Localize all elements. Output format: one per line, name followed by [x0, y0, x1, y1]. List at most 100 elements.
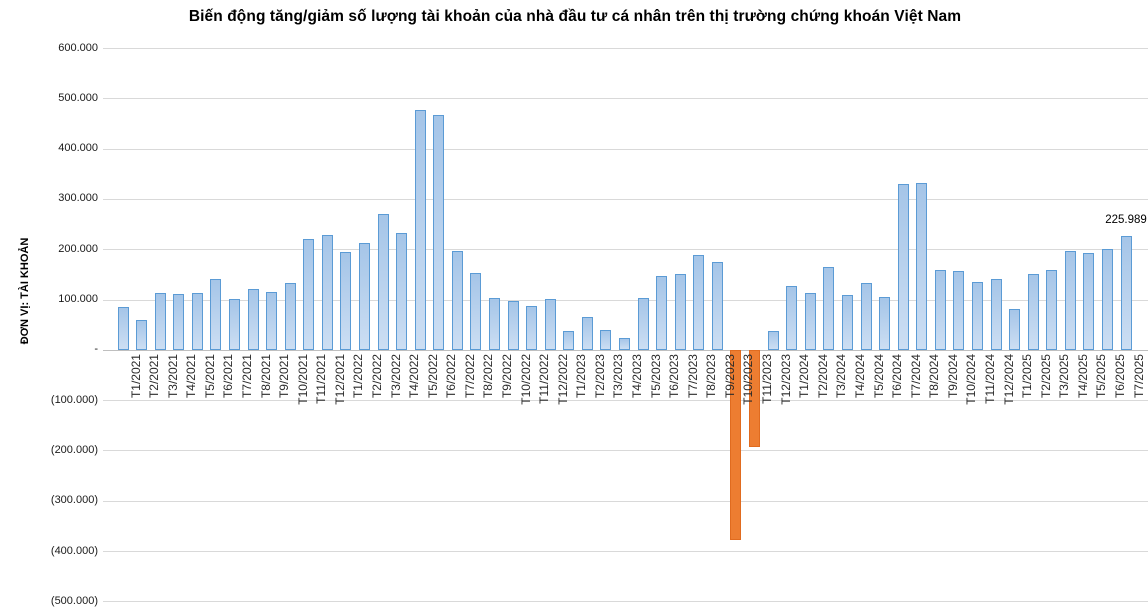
gridline [103, 98, 1148, 99]
y-tick-label: - [94, 343, 98, 355]
gridline [103, 601, 1148, 602]
x-tick-label: T5/2024 [871, 354, 886, 399]
bar [247, 288, 259, 350]
x-tick-label: T7/2023 [685, 354, 700, 399]
bar [1046, 270, 1058, 350]
x-tick-label: T2/2022 [370, 354, 384, 399]
bar [674, 273, 686, 350]
x-tick-label: T3/2023 [611, 354, 626, 399]
gridline [103, 199, 1148, 200]
y-tick-label: 100.000 [58, 293, 98, 305]
x-tick-label: T8/2022 [481, 354, 496, 399]
gridline [103, 249, 1148, 250]
x-tick-label: T10/2021 [295, 354, 310, 405]
x-tick-label: T6/2025 [1112, 354, 1127, 399]
bar [396, 233, 408, 350]
x-tick-label: T5/2021 [202, 354, 217, 399]
bar [154, 292, 166, 350]
bar [451, 250, 463, 350]
bar [619, 338, 630, 350]
bar [191, 292, 203, 350]
bar [637, 297, 649, 350]
x-tick-label: T2/2024 [815, 354, 830, 399]
gridline [103, 551, 1148, 552]
x-tick-label: T4/2024 [852, 354, 867, 399]
bar [823, 266, 835, 350]
x-tick-label: T12/2024 [1001, 354, 1016, 405]
x-tick-label: T7/2024 [908, 354, 923, 399]
bar [1083, 253, 1095, 350]
y-tick-label: (200.000) [50, 444, 98, 456]
x-axis-line [103, 350, 1148, 351]
bar [173, 294, 185, 350]
x-tick-label: T8/2021 [258, 354, 273, 399]
bar [303, 238, 315, 350]
gridline [103, 501, 1148, 502]
gridline [103, 450, 1148, 451]
x-tick-label: T11/2021 [314, 354, 329, 404]
bar [804, 292, 816, 350]
bar [1009, 309, 1021, 350]
x-tick-label: T12/2023 [778, 354, 793, 405]
x-tick-label: T7/2021 [239, 354, 254, 399]
x-tick-label: T1/2025 [1020, 354, 1035, 399]
bar [711, 262, 723, 350]
chart-title: Biến động tăng/giảm số lượng tài khoản c… [188, 8, 962, 25]
y-tick-label: 200.000 [58, 243, 98, 255]
y-tick-label: 400.000 [58, 142, 98, 154]
bar [600, 329, 612, 350]
bar [359, 243, 370, 350]
x-tick-label: T10/2024 [964, 354, 979, 405]
bar [489, 298, 500, 350]
x-tick-label: T11/2022 [537, 354, 552, 404]
y-tick-label: 500.000 [58, 92, 98, 104]
bar [433, 115, 445, 350]
bar [971, 281, 983, 350]
x-tick-label: T9/2024 [945, 354, 960, 399]
bar [860, 283, 872, 350]
bar [767, 330, 779, 350]
bar [136, 320, 148, 350]
bar [470, 272, 482, 350]
bar [1101, 249, 1113, 350]
y-tick-label: 600.000 [58, 42, 98, 54]
x-tick-label: T6/2022 [444, 354, 459, 399]
x-tick-label: T9/2023 [722, 354, 737, 399]
x-tick-label: T2/2023 [592, 354, 607, 399]
x-tick-label: T1/2021 [128, 354, 143, 399]
y-tick-label: (300.000) [50, 494, 98, 506]
bar [656, 276, 668, 350]
x-tick-label: T4/2021 [184, 354, 199, 399]
y-tick-label: (500.000) [50, 595, 98, 607]
gridline [103, 149, 1148, 150]
bar [1120, 236, 1132, 350]
x-tick-label: T2/2025 [1038, 354, 1053, 399]
y-tick-label: (400.000) [50, 545, 98, 557]
bar [544, 299, 556, 350]
gridline [103, 300, 1148, 301]
x-tick-label: T8/2023 [704, 354, 719, 399]
x-tick-label: T11/2024 [982, 354, 997, 404]
data-label: 225.989 [1105, 214, 1147, 227]
y-tick-label: (100.000) [50, 394, 98, 406]
bar [693, 254, 705, 350]
x-tick-label: T3/2025 [1057, 354, 1072, 399]
bar [581, 317, 593, 350]
x-tick-label: T12/2021 [332, 354, 347, 405]
x-tick-label: T7/2022 [462, 354, 477, 399]
x-tick-label: T9/2021 [277, 354, 292, 399]
x-tick-label: T2/2021 [147, 354, 162, 399]
bar [340, 251, 352, 350]
bar [990, 278, 1002, 350]
bar-highlighted [730, 349, 742, 540]
bar-highlighted [749, 349, 760, 447]
y-tick-label: 300.000 [58, 192, 98, 204]
x-tick-label: T3/2021 [165, 354, 180, 399]
gridline [103, 400, 1148, 401]
x-tick-label: T8/2024 [927, 354, 942, 399]
bar [916, 182, 928, 350]
bar [879, 296, 890, 350]
x-tick-label: T6/2021 [221, 354, 236, 399]
bar [1064, 251, 1076, 350]
